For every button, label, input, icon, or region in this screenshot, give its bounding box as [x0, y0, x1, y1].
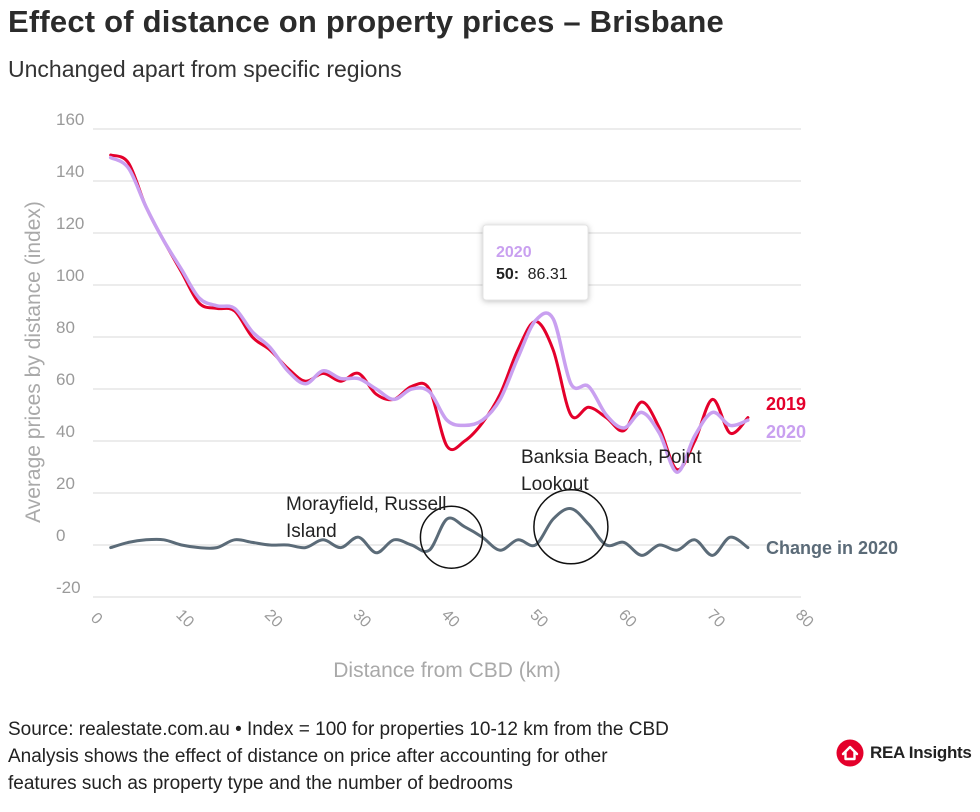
x-tick-label: 40 [438, 607, 463, 632]
y-tick-label: 100 [56, 266, 84, 285]
tooltip: 2020 50: 86.31 [482, 224, 589, 301]
x-tick-label: 80 [792, 607, 817, 632]
chart-title: Effect of distance on property prices – … [8, 4, 724, 39]
y-tick-label: 160 [56, 110, 84, 129]
x-tick-label: 20 [261, 607, 286, 632]
y-tick-label: -20 [56, 578, 81, 597]
series-line-change-in-2020 [109, 507, 750, 557]
house-icon [836, 739, 864, 767]
footer-note-line2: features such as property type and the n… [8, 773, 513, 794]
series-label-2019: 2019 [766, 394, 806, 414]
gridlines [93, 128, 801, 598]
y-axis-label: Average prices by distance (index) [22, 201, 45, 523]
y-axis-ticks: -20 0 20 40 60 80 100 120 140 160 [56, 110, 84, 597]
y-tick-label: 40 [56, 422, 75, 441]
y-tick-label: 120 [56, 214, 84, 233]
x-tick-label: 60 [615, 607, 640, 632]
x-tick-label: 0 [87, 610, 105, 628]
footer-note-line1: Analysis shows the effect of distance on… [8, 746, 608, 767]
chart-subtitle: Unchanged apart from specific regions [8, 56, 402, 82]
x-tick-label: 10 [172, 607, 197, 632]
footer-source: Source: realestate.com.au • Index = 100 … [8, 719, 669, 740]
tooltip-box [482, 224, 589, 301]
series-label-change-in-2020: Change in 2020 [766, 538, 898, 558]
brand-logo: REA Insights [836, 738, 972, 768]
brand-name: REA Insights [870, 743, 972, 762]
footer: Source: realestate.com.au • Index = 100 … [8, 716, 818, 797]
annotation-circle [533, 489, 609, 565]
tooltip-value-line: 50: 86.31 [496, 266, 568, 283]
line-chart: -20 0 20 40 60 80 100 120 140 160 0 10 20 30 40 50 60 70… [22, 110, 898, 682]
x-tick-label: 50 [526, 607, 551, 632]
annotation-label: Banksia Beach, Point [521, 447, 702, 468]
annotation-label: Island [286, 521, 337, 542]
annotation-label: Morayfield, Russell [286, 494, 447, 515]
annotation-label: Lookout [521, 474, 589, 495]
y-tick-label: 20 [56, 474, 75, 493]
tooltip-value: 86.31 [528, 266, 568, 283]
y-tick-label: 0 [56, 526, 65, 545]
tooltip-series: 2020 [496, 244, 532, 261]
x-axis-label: Distance from CBD (km) [333, 659, 561, 682]
annotation-circle [419, 505, 484, 569]
x-tick-label: 70 [703, 607, 728, 632]
series-line-2019 [109, 153, 750, 472]
series-lines [108, 153, 750, 557]
tooltip-key: 50: [496, 266, 519, 283]
x-axis-ticks: 0 10 20 30 40 50 60 70 80 [87, 607, 817, 632]
series-label-2020: 2020 [766, 422, 806, 442]
series-labels: 2019 2020 Change in 2020 [766, 394, 898, 558]
x-tick-label: 30 [349, 607, 374, 632]
annotations: Morayfield, Russell Island Banksia Beach, … [286, 447, 702, 569]
y-tick-label: 60 [56, 370, 75, 389]
series-line-2020 [108, 155, 750, 474]
y-tick-label: 80 [56, 318, 75, 337]
y-tick-label: 140 [56, 162, 84, 181]
